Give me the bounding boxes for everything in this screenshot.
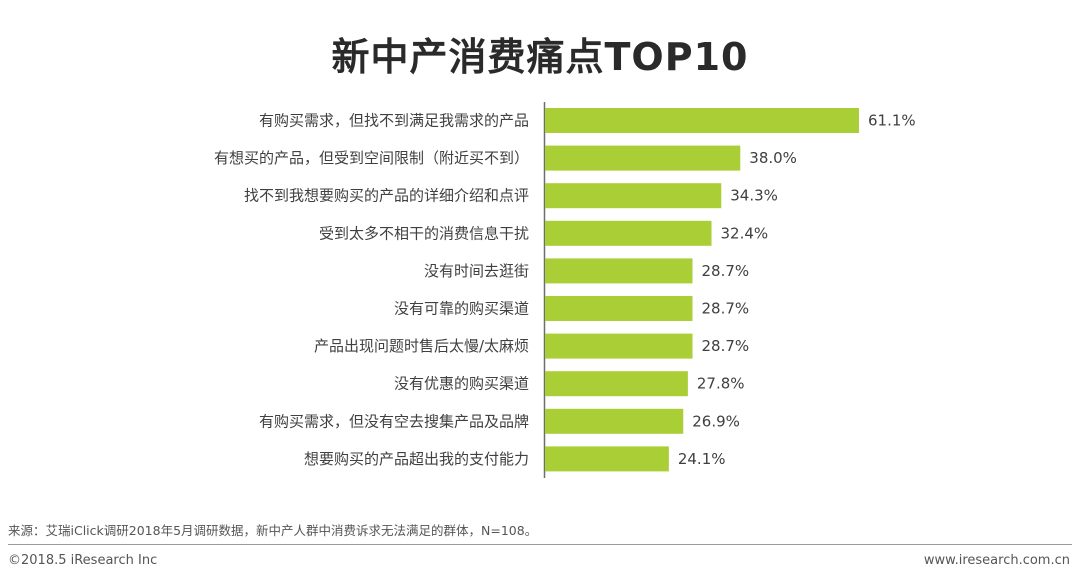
bar — [545, 108, 859, 133]
copyright-text: ©2018.5 iResearch Inc — [8, 553, 158, 568]
category-label: 没有可靠的购买渠道 — [394, 300, 529, 318]
bar — [545, 258, 693, 284]
category-label: 没有时间去逛街 — [424, 262, 529, 280]
value-label: 28.7% — [701, 262, 749, 280]
category-label: 找不到我想要购买的产品的详细介绍和点评 — [244, 187, 529, 205]
source-note: 来源：艾瑞iClick调研2018年5月调研数据，新中产人群中消费诉求无法满足的… — [8, 523, 538, 538]
bar — [545, 220, 712, 246]
value-label: 26.9% — [692, 412, 740, 430]
value-label: 28.7% — [701, 300, 749, 318]
value-label: 27.8% — [697, 375, 745, 393]
bar — [545, 333, 693, 359]
value-label: 28.7% — [701, 337, 749, 355]
website-url: www.iresearch.com.cn — [923, 553, 1070, 568]
bar — [545, 408, 684, 434]
bar — [545, 446, 669, 472]
category-label: 有购买需求，但没有空去搜集产品及品牌 — [259, 412, 529, 430]
chart-title: 新中产消费痛点TOP10 — [331, 35, 749, 79]
category-label: 产品出现问题时售后太慢/太麻烦 — [314, 337, 529, 355]
value-label: 32.4% — [721, 224, 769, 242]
bar — [545, 183, 722, 209]
category-label: 没有优惠的购买渠道 — [394, 375, 529, 393]
bar-chart: 有购买需求，但找不到满足我需求的产品 61.1% 有想买的产品，但受到空间限制（附近… — [214, 102, 916, 478]
value-label: 24.1% — [678, 450, 726, 468]
category-label: 想要购买的产品超出我的支付能力 — [304, 450, 529, 468]
bar — [545, 371, 688, 397]
footer-divider — [8, 544, 1072, 545]
category-label: 受到太多不相干的消费信息干扰 — [319, 224, 529, 242]
value-label: 61.1% — [868, 112, 916, 130]
category-label: 有购买需求，但找不到满足我需求的产品 — [259, 112, 529, 130]
value-label: 34.3% — [730, 187, 778, 205]
value-label: 38.0% — [749, 149, 797, 167]
bar — [545, 296, 693, 321]
bar — [545, 145, 741, 171]
category-label: 有想买的产品，但受到空间限制（附近买不到） — [214, 149, 529, 167]
